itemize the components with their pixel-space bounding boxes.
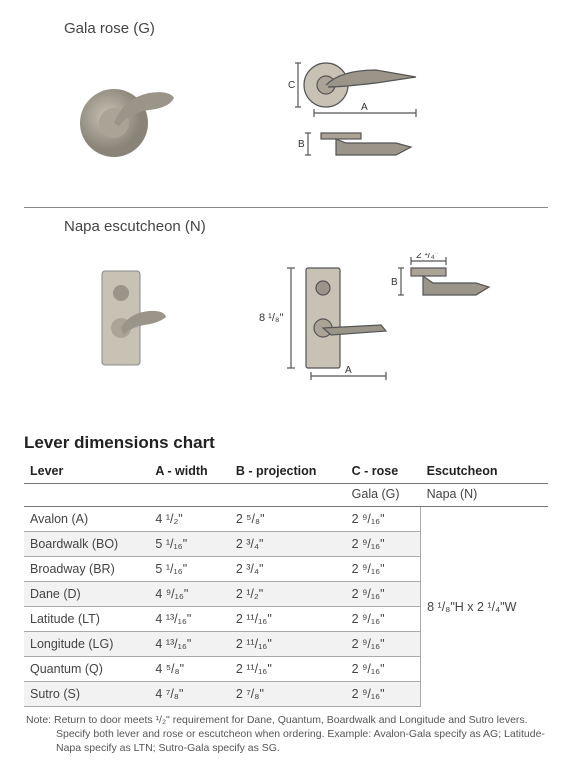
note-line1: Note: Return to door meets ¹/₂" requirem… xyxy=(26,714,528,726)
cell-c: 2 ⁹/₁₆" xyxy=(346,582,421,607)
chart-title: Lever dimensions chart xyxy=(24,433,548,453)
cell-b: 2 ¹/₂" xyxy=(230,582,346,607)
cell-c: 2 ⁹/₁₆" xyxy=(346,632,421,657)
cell-c: 2 ⁹/₁₆" xyxy=(346,557,421,582)
cell-a: 4 ⁹/₁₆" xyxy=(149,582,229,607)
napa-diagram: 8 ¹/₈" A 2 ¹/₄" B xyxy=(204,253,548,383)
cell-a: 4 ¹/₂" xyxy=(149,507,229,532)
cell-lever: Longitude (LG) xyxy=(24,632,149,657)
cell-b: 2 ⁷/₈" xyxy=(230,682,346,707)
cell-b: 2 ¹¹/₁₆" xyxy=(230,632,346,657)
cell-lever: Boardwalk (BO) xyxy=(24,532,149,557)
col-a: A - width xyxy=(149,459,229,484)
cell-b: 2 ¹¹/₁₆" xyxy=(230,607,346,632)
napa-width-label: 2 ¹/₄" xyxy=(416,253,439,261)
cell-lever: Broadway (BR) xyxy=(24,557,149,582)
sub-c: Gala (G) xyxy=(346,484,421,507)
cell-b: 2 ³/₄" xyxy=(230,532,346,557)
cell-lever: Avalon (A) xyxy=(24,507,149,532)
svg-text:C: C xyxy=(288,80,295,91)
cell-a: 5 ¹/₁₆" xyxy=(149,532,229,557)
cell-b: 2 ⁵/₈" xyxy=(230,507,346,532)
note-line2: Specify both lever and rose or escutcheo… xyxy=(26,727,548,755)
cell-lever: Dane (D) xyxy=(24,582,149,607)
gala-photo xyxy=(64,65,184,165)
cell-b: 2 ³/₄" xyxy=(230,557,346,582)
cell-c: 2 ⁹/₁₆" xyxy=(346,682,421,707)
cell-a: 5 ¹/₁₆" xyxy=(149,557,229,582)
napa-photo xyxy=(64,268,184,368)
product-napa: Napa escutcheon (N) xyxy=(24,218,548,415)
cell-lever: Sutro (S) xyxy=(24,682,149,707)
col-esc: Escutcheon xyxy=(421,459,548,484)
table-body: Avalon (A)4 ¹/₂"2 ⁵/₈"2 ⁹/₁₆"8 ¹/₈"H x 2… xyxy=(24,507,548,707)
svg-text:A: A xyxy=(361,102,368,113)
napa-title: Napa escutcheon (N) xyxy=(24,218,548,235)
cell-a: 4 ⁵/₈" xyxy=(149,657,229,682)
gala-title: Gala rose (G) xyxy=(24,20,548,37)
table-row: Avalon (A)4 ¹/₂"2 ⁵/₈"2 ⁹/₁₆"8 ¹/₈"H x 2… xyxy=(24,507,548,532)
cell-c: 2 ⁹/₁₆" xyxy=(346,607,421,632)
cell-c: 2 ⁹/₁₆" xyxy=(346,657,421,682)
cell-lever: Latitude (LT) xyxy=(24,607,149,632)
svg-text:B: B xyxy=(298,139,305,150)
page: Gala rose (G) xyxy=(0,0,572,776)
dimensions-table: Lever A - width B - projection C - rose … xyxy=(24,459,548,707)
cell-a: 4 ¹³/₁₆" xyxy=(149,632,229,657)
svg-text:B: B xyxy=(391,277,398,288)
cell-lever: Quantum (Q) xyxy=(24,657,149,682)
cell-b: 2 ¹¹/₁₆" xyxy=(230,657,346,682)
col-b: B - projection xyxy=(230,459,346,484)
col-c: C - rose xyxy=(346,459,421,484)
cell-escutcheon-merged: 8 ¹/₈"H x 2 ¹/₄"W xyxy=(421,507,548,707)
cell-a: 4 ⁷/₈" xyxy=(149,682,229,707)
cell-a: 4 ¹³/₁₆" xyxy=(149,607,229,632)
footnote: Note: Return to door meets ¹/₂" requirem… xyxy=(24,713,548,756)
sub-esc: Napa (N) xyxy=(421,484,548,507)
napa-height-label: 8 ¹/₈" xyxy=(259,312,283,324)
product-gala: Gala rose (G) xyxy=(24,20,548,208)
cell-c: 2 ⁹/₁₆" xyxy=(346,507,421,532)
gala-diagram: C A B xyxy=(204,55,548,175)
col-lever: Lever xyxy=(24,459,149,484)
svg-text:A: A xyxy=(345,365,352,376)
cell-c: 2 ⁹/₁₆" xyxy=(346,532,421,557)
